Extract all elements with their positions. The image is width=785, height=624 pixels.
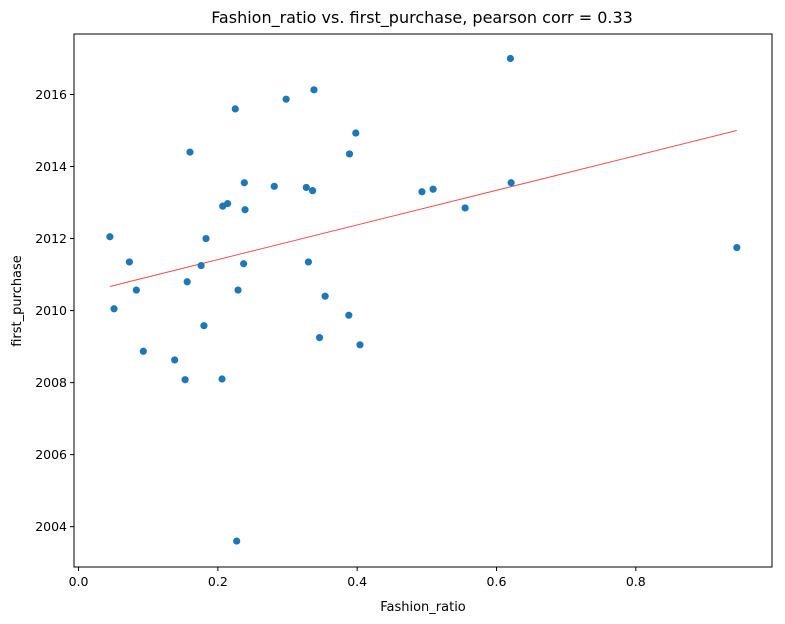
data-point — [139, 347, 147, 355]
data-point — [106, 233, 114, 241]
data-point — [356, 341, 364, 349]
data-point — [218, 375, 226, 383]
data-point — [171, 356, 179, 364]
plot-area — [73, 33, 773, 568]
data-point — [507, 179, 515, 187]
data-point — [461, 204, 469, 212]
data-point — [202, 234, 210, 243]
y-axis: 2004 2006 2008 2010 2012 2014 2016 — [35, 87, 74, 534]
data-point — [197, 261, 205, 270]
x-tick-label: 0.8 — [626, 574, 646, 589]
points-layer — [106, 54, 741, 545]
plot-frame — [73, 33, 773, 568]
x-axis: 0.0 0.2 0.4 0.6 0.8 — [69, 567, 646, 589]
data-point — [132, 286, 140, 294]
y-tick-label: 2010 — [35, 303, 67, 318]
x-tick-label: 0.4 — [347, 574, 367, 589]
data-point — [183, 278, 191, 286]
y-tick-label: 2006 — [35, 447, 67, 462]
data-point — [429, 185, 437, 193]
y-tick-label: 2016 — [35, 87, 67, 102]
data-point — [240, 260, 248, 268]
data-point — [241, 206, 249, 214]
y-tick-label: 2012 — [35, 231, 67, 246]
x-tick-label: 0.0 — [69, 574, 89, 589]
x-tick-label: 0.2 — [208, 574, 228, 589]
data-point — [270, 182, 278, 190]
data-point — [282, 95, 290, 103]
y-axis-label: first_purchase — [10, 255, 25, 347]
y-tick-label: 2004 — [35, 519, 67, 534]
data-point — [186, 148, 194, 156]
data-point — [302, 183, 310, 192]
data-point — [224, 200, 232, 208]
data-point — [231, 105, 239, 113]
data-point — [418, 188, 426, 196]
data-point — [234, 286, 242, 294]
data-point — [352, 129, 360, 137]
x-tick-label: 0.6 — [487, 574, 507, 589]
trendline — [109, 130, 737, 287]
data-point — [304, 258, 313, 266]
data-point — [308, 187, 317, 195]
data-point — [506, 54, 515, 63]
data-point — [110, 305, 118, 313]
data-point — [321, 292, 329, 300]
y-tick-label: 2014 — [35, 159, 67, 174]
data-point — [233, 537, 241, 545]
chart-title: Fashion_ratio vs. first_purchase, pearso… — [211, 8, 633, 28]
data-point — [345, 311, 353, 319]
data-point — [200, 322, 208, 330]
data-point — [733, 243, 741, 252]
data-point — [315, 333, 324, 342]
data-point — [125, 258, 133, 266]
data-point — [181, 376, 189, 384]
trendline-layer — [109, 130, 737, 287]
data-point — [240, 179, 248, 187]
x-axis-label: Fashion_ratio — [380, 600, 466, 615]
data-point — [310, 86, 318, 94]
y-tick-label: 2008 — [35, 375, 67, 390]
data-point — [345, 150, 354, 158]
